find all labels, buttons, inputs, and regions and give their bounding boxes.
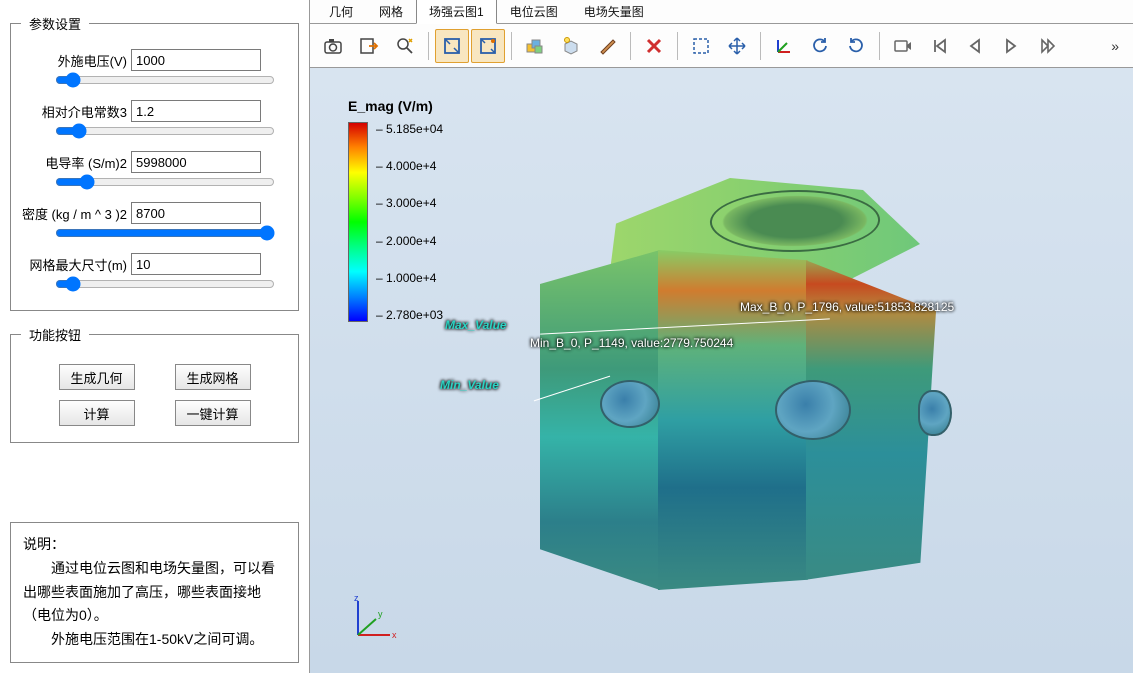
param-row-meshsize: 网格最大尺寸(m)	[21, 253, 288, 275]
step-fwd-icon[interactable]	[1030, 29, 1064, 63]
one-click-compute-button[interactable]: 一键计算	[175, 400, 251, 426]
model-hole-center	[775, 380, 851, 440]
zoom-window-icon[interactable]	[435, 29, 469, 63]
param-row-voltage: 外施电压(V)	[21, 49, 288, 71]
color-legend: E_mag (V/m) 5.185e+04 4.000e+4 3.000e+4 …	[348, 98, 443, 322]
main-area: 几何 网格 场强云图1 电位云图 电场矢量图 » E_mag (V/m) 5.1…	[310, 0, 1133, 673]
meshsize-slider[interactable]	[55, 277, 275, 291]
toolbar-separator	[677, 32, 678, 60]
sidebar: 参数设置 外施电压(V) 相对介电常数3 电导率 (S/m)2 密度 (kg /…	[0, 0, 310, 673]
step-back-icon[interactable]	[958, 29, 992, 63]
tab-potential-contour[interactable]: 电位云图	[497, 0, 571, 23]
voltage-input[interactable]	[131, 49, 261, 71]
compute-button[interactable]: 计算	[59, 400, 135, 426]
svg-text:z: z	[354, 595, 359, 603]
camera-icon[interactable]	[316, 29, 350, 63]
meshsize-input[interactable]	[131, 253, 261, 275]
zoom-extents-icon[interactable]	[471, 29, 505, 63]
params-fieldset: 参数设置 外施电压(V) 相对介电常数3 电导率 (S/m)2 密度 (kg /…	[10, 14, 299, 311]
legend-tick: 2.780e+03	[376, 308, 443, 322]
buttons-legend: 功能按钮	[21, 325, 89, 344]
legend-ticks: 5.185e+04 4.000e+4 3.000e+4 2.000e+4 1.0…	[376, 122, 443, 322]
legend-tick: 1.000e+4	[376, 271, 443, 285]
toolbar-separator	[760, 32, 761, 60]
voltage-slider[interactable]	[55, 73, 275, 87]
tab-mesh[interactable]: 网格	[366, 0, 416, 23]
param-label: 网格最大尺寸(m)	[21, 255, 131, 274]
desc-line1: 通过电位云图和电场矢量图，可以看出哪些表面施加了高压，哪些表面接地（电位为0）。	[23, 557, 286, 628]
conductivity-input[interactable]	[131, 151, 261, 173]
description-box: 说明： 通过电位云图和电场矢量图，可以看出哪些表面施加了高压，哪些表面接地（电位…	[10, 522, 299, 663]
axes-xyz-icon[interactable]	[767, 29, 801, 63]
export-icon[interactable]	[352, 29, 386, 63]
svg-text:y: y	[378, 609, 383, 619]
annotation-min-label: Min_Value	[440, 378, 499, 392]
annotation-max-point: Max_B_0, P_1796, value:51853.828125	[740, 300, 954, 314]
record-icon[interactable]	[886, 29, 920, 63]
legend-color-bar	[348, 122, 368, 322]
toolbar-separator	[428, 32, 429, 60]
model-render	[510, 178, 1030, 618]
move-icon[interactable]	[720, 29, 754, 63]
param-label: 密度 (kg / m ^ 3 )2	[21, 204, 131, 223]
param-label: 相对介电常数3	[21, 102, 131, 121]
rotate-cw-icon[interactable]	[839, 29, 873, 63]
play-icon[interactable]	[994, 29, 1028, 63]
desc-line2: 外施电压范围在1-50kV之间可调。	[23, 628, 286, 652]
brush-icon[interactable]	[590, 29, 624, 63]
param-row-density: 密度 (kg / m ^ 3 )2	[21, 202, 288, 224]
permittivity-input[interactable]	[131, 100, 261, 122]
model-top-ring	[707, 190, 884, 252]
toolbar-overflow-button[interactable]: »	[1103, 38, 1127, 54]
legend-tick: 5.185e+04	[376, 122, 443, 136]
legend-tick: 3.000e+4	[376, 196, 443, 210]
toolbar: »	[310, 24, 1133, 68]
density-input[interactable]	[131, 202, 261, 224]
generate-geometry-button[interactable]: 生成几何	[59, 364, 135, 390]
conductivity-slider[interactable]	[55, 175, 275, 189]
model-hole-left	[600, 380, 660, 428]
select-box-icon[interactable]	[684, 29, 718, 63]
viewport-3d[interactable]: E_mag (V/m) 5.185e+04 4.000e+4 3.000e+4 …	[310, 68, 1133, 673]
desc-title: 说明：	[23, 533, 286, 557]
tab-bar: 几何 网格 场强云图1 电位云图 电场矢量图	[310, 0, 1133, 24]
axis-triad-icon: x z y	[348, 595, 398, 645]
tab-geometry[interactable]: 几何	[316, 0, 366, 23]
params-legend: 参数设置	[21, 14, 89, 33]
tab-field-vector[interactable]: 电场矢量图	[571, 0, 657, 23]
density-slider[interactable]	[55, 226, 275, 240]
annotation-max-label: Max_Value	[445, 318, 507, 332]
step-first-icon[interactable]	[922, 29, 956, 63]
legend-tick: 2.000e+4	[376, 234, 443, 248]
param-label: 外施电压(V)	[21, 51, 131, 70]
model-hole-right	[918, 390, 952, 436]
annotation-min-point: Min_B_0, P_1149, value:2779.750244	[530, 336, 733, 350]
zoom-search-icon[interactable]	[388, 29, 422, 63]
param-label: 电导率 (S/m)2	[21, 153, 131, 172]
permittivity-slider[interactable]	[55, 124, 275, 138]
rotate-ccw-icon[interactable]	[803, 29, 837, 63]
toolbar-separator	[630, 32, 631, 60]
tab-field-contour[interactable]: 场强云图1	[416, 0, 497, 24]
legend-title: E_mag (V/m)	[348, 98, 443, 114]
multi-cube-icon[interactable]	[518, 29, 552, 63]
param-row-conductivity: 电导率 (S/m)2	[21, 151, 288, 173]
light-cube-icon[interactable]	[554, 29, 588, 63]
legend-tick: 4.000e+4	[376, 159, 443, 173]
toolbar-separator	[511, 32, 512, 60]
buttons-fieldset: 功能按钮 生成几何 生成网格 计算 一键计算	[10, 325, 299, 443]
delete-x-icon[interactable]	[637, 29, 671, 63]
generate-mesh-button[interactable]: 生成网格	[175, 364, 251, 390]
param-row-permittivity: 相对介电常数3	[21, 100, 288, 122]
toolbar-separator	[879, 32, 880, 60]
svg-text:x: x	[392, 630, 397, 640]
